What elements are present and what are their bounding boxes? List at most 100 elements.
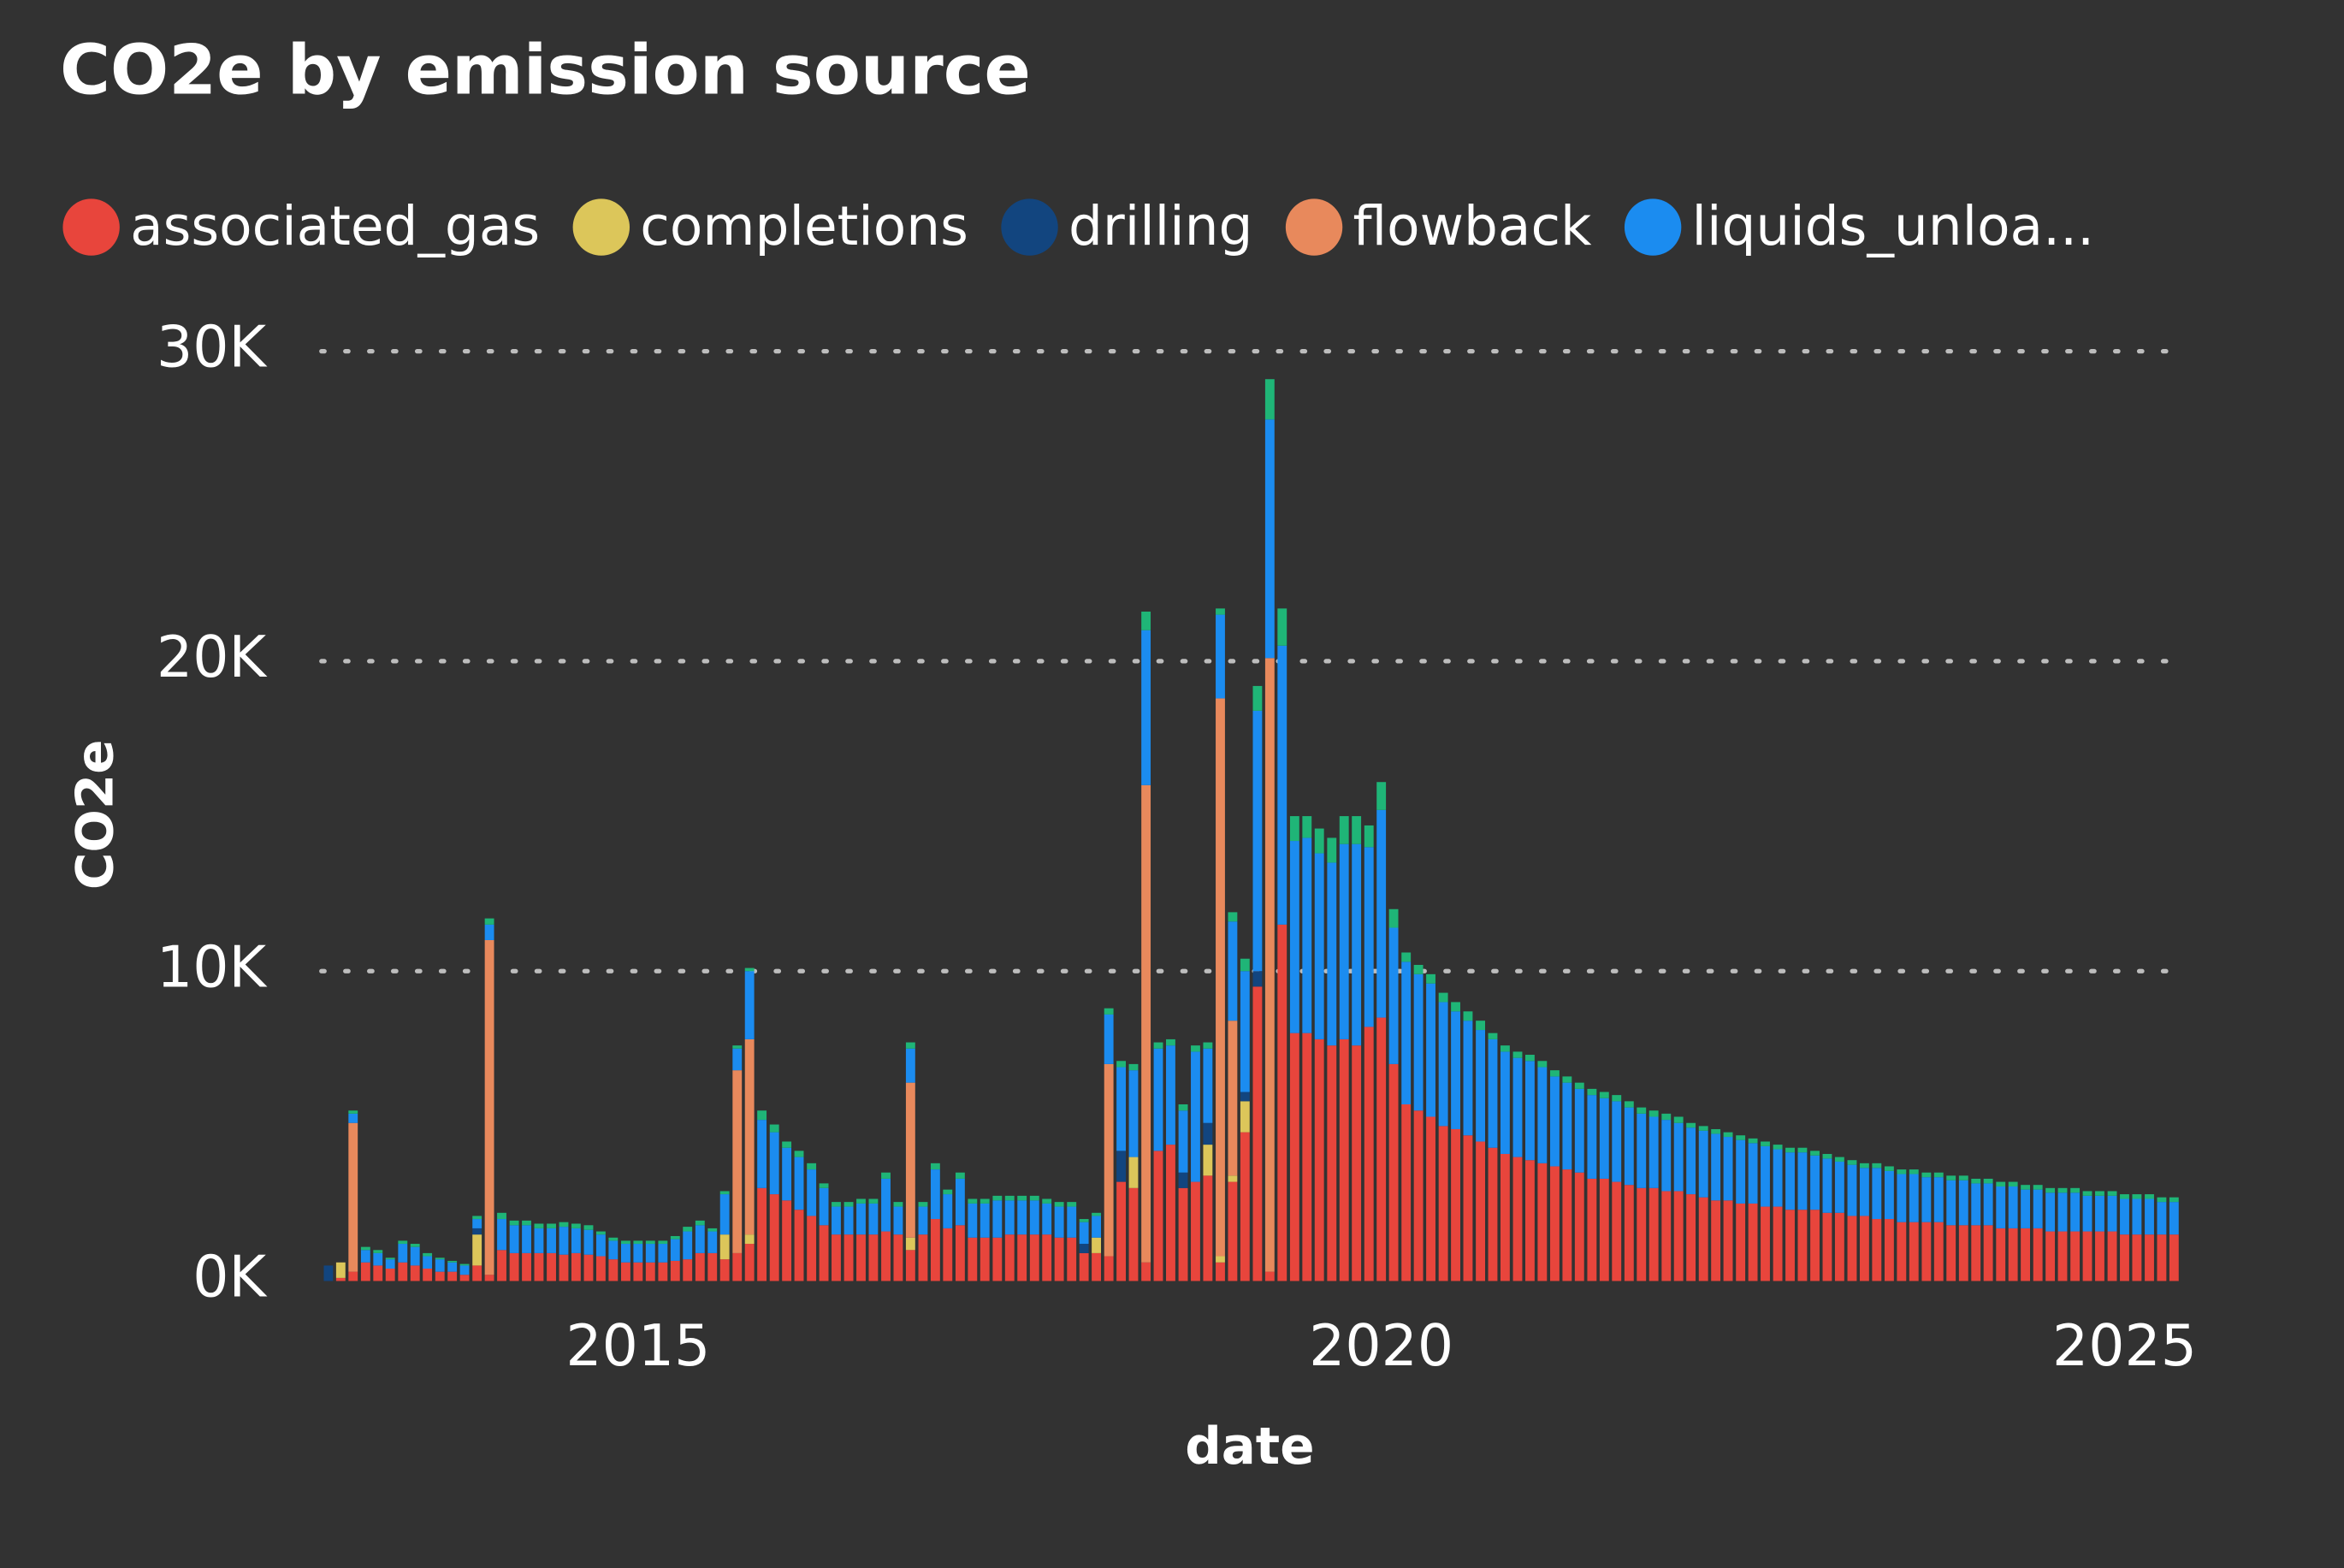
bar-segment bbox=[1054, 1206, 1064, 1238]
chart-title: CO2e by emission source bbox=[60, 29, 1031, 109]
bar-segment bbox=[1810, 1155, 1820, 1210]
bar-segment bbox=[744, 1038, 755, 1235]
bar-segment bbox=[1624, 1185, 1634, 1281]
bar-segment bbox=[1264, 1271, 1275, 1281]
bar-segment bbox=[905, 1042, 915, 1049]
bar-segment bbox=[1228, 912, 1238, 922]
bar-segment bbox=[1463, 1021, 1473, 1136]
bar-segment bbox=[683, 1227, 693, 1232]
bar-segment bbox=[1216, 608, 1225, 615]
bar-segment bbox=[398, 1262, 408, 1281]
bar-segment bbox=[608, 1259, 619, 1281]
bar-segment bbox=[1104, 1063, 1114, 1257]
bar-segment bbox=[968, 1237, 978, 1281]
bar-segment bbox=[2157, 1202, 2167, 1235]
bar-segment bbox=[534, 1228, 544, 1253]
bar-segment bbox=[1512, 1051, 1523, 1058]
legend-label: liquids_unloa... bbox=[1692, 195, 2095, 257]
bar-segment bbox=[1599, 1098, 1609, 1179]
bar-segment bbox=[2169, 1234, 2179, 1281]
bar-segment bbox=[1476, 1030, 1485, 1142]
bar-segment bbox=[769, 1124, 779, 1133]
bar-segment bbox=[1029, 1234, 1039, 1281]
bar-segment bbox=[534, 1223, 544, 1228]
bar-segment bbox=[472, 1228, 482, 1235]
bar-segment bbox=[645, 1240, 655, 1245]
bar-segment bbox=[856, 1234, 866, 1281]
bar-segment bbox=[1971, 1225, 1981, 1281]
bar-segment bbox=[559, 1254, 569, 1281]
bar-segment bbox=[1438, 992, 1448, 1003]
bar-segment bbox=[1128, 1063, 1139, 1071]
bar-segment bbox=[893, 1206, 903, 1235]
bar-segment bbox=[2157, 1234, 2167, 1281]
bar-segment bbox=[2033, 1189, 2043, 1228]
bar-segment bbox=[571, 1223, 581, 1228]
bar-segment bbox=[1599, 1092, 1609, 1098]
bar-segment bbox=[348, 1271, 358, 1281]
bar-segment bbox=[1761, 1206, 1770, 1281]
bar-segment bbox=[2145, 1198, 2154, 1235]
bar-segment bbox=[2082, 1195, 2092, 1232]
bar-segment bbox=[2008, 1186, 2018, 1228]
bar-segment bbox=[1736, 1139, 1746, 1204]
bar-segment bbox=[1116, 1181, 1127, 1281]
bar-segment bbox=[2169, 1202, 2179, 1235]
bar-segment bbox=[410, 1246, 420, 1266]
bar-segment bbox=[621, 1244, 630, 1263]
bar-segment bbox=[1785, 1210, 1795, 1281]
bar-segment bbox=[732, 1252, 743, 1281]
bar-segment bbox=[1364, 825, 1374, 848]
bar-segment bbox=[522, 1225, 531, 1253]
bar-segment bbox=[1562, 1169, 1572, 1281]
bar-segment bbox=[1983, 1178, 1993, 1184]
bar-segment bbox=[621, 1240, 630, 1245]
bar-segment bbox=[1166, 1145, 1175, 1281]
bar-segment bbox=[1203, 1175, 1213, 1281]
bar-segment bbox=[1574, 1172, 1584, 1281]
bar-segment bbox=[1550, 1070, 1560, 1077]
bar-segment bbox=[930, 1219, 940, 1281]
bar-segment bbox=[1191, 1051, 1200, 1182]
bar-segment bbox=[832, 1234, 841, 1281]
bar-segment bbox=[1252, 986, 1263, 1281]
bar-segment bbox=[1314, 828, 1324, 854]
bar-segment bbox=[447, 1262, 458, 1272]
y-tick-label: 10K bbox=[157, 933, 267, 1000]
bar-segment bbox=[1228, 1175, 1238, 1182]
bar-segment bbox=[1946, 1180, 1956, 1226]
bar-segment bbox=[782, 1200, 792, 1281]
bar-segment bbox=[807, 1163, 817, 1170]
bar-segment bbox=[497, 1250, 506, 1281]
bar-segment bbox=[1228, 1181, 1238, 1281]
bar-segment bbox=[348, 1113, 358, 1123]
bar-segment bbox=[1092, 1216, 1101, 1238]
bar-segment bbox=[534, 1252, 544, 1281]
bar-segment bbox=[1550, 1166, 1560, 1281]
bar-segment bbox=[707, 1231, 718, 1253]
bar-segment bbox=[1252, 710, 1263, 972]
bar-segment bbox=[621, 1262, 630, 1281]
bar-segment bbox=[843, 1234, 854, 1281]
bar-segment bbox=[1897, 1174, 1907, 1222]
bar-segment bbox=[1141, 630, 1151, 785]
bar-segment bbox=[1451, 1128, 1460, 1281]
bar-segment bbox=[1092, 1237, 1101, 1253]
bar-segment bbox=[323, 1265, 334, 1281]
bar-segment bbox=[1376, 782, 1387, 810]
bar-segment bbox=[1017, 1200, 1027, 1235]
bar-segment bbox=[1500, 1045, 1510, 1052]
bar-segment bbox=[1562, 1082, 1572, 1170]
bar-segment bbox=[2033, 1228, 2043, 1281]
bar-segment bbox=[1216, 1262, 1225, 1281]
bar-segment bbox=[1153, 1042, 1163, 1049]
y-tick-label: 20K bbox=[157, 624, 267, 690]
bar-segment bbox=[1797, 1152, 1808, 1210]
bar-segment bbox=[1166, 1045, 1175, 1145]
bar-segment bbox=[1153, 1048, 1163, 1151]
bar-segment bbox=[905, 1048, 915, 1083]
bar-segment bbox=[744, 1234, 755, 1245]
bar-segment bbox=[955, 1225, 965, 1281]
bar-segment bbox=[459, 1265, 470, 1275]
